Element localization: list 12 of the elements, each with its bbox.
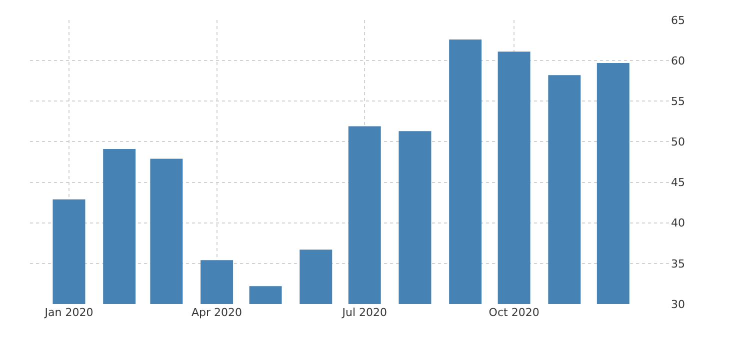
y-tick-label: 35 [671, 257, 685, 270]
x-tick-label: Jan 2020 [44, 306, 94, 319]
y-tick-label: 60 [671, 54, 685, 68]
x-tick-label: Jul 2020 [341, 306, 388, 319]
y-tick-label: 30 [671, 298, 685, 311]
y-tick-label: 45 [671, 176, 685, 190]
y-tick-label: 50 [671, 136, 685, 149]
y-tick-label: 40 [671, 216, 685, 230]
x-tick-label: Apr 2020 [192, 306, 242, 319]
y-tick-label: 65 [671, 14, 685, 27]
x-tick-label: Oct 2020 [488, 306, 540, 319]
y-tick-label: 55 [671, 94, 685, 108]
